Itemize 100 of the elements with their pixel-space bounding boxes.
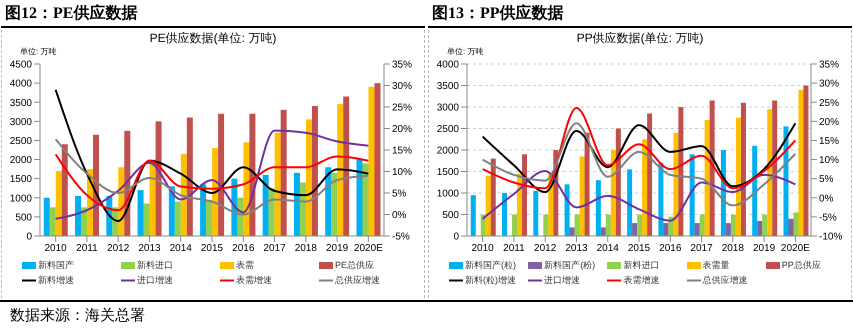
y2-tick-label: 15% <box>392 146 412 157</box>
bar <box>632 223 638 236</box>
y2-tick-label: -5% <box>819 212 837 224</box>
legend-label: 新料国产(粒) <box>465 259 516 272</box>
legend-label: 表需增速 <box>623 274 660 287</box>
bar <box>138 190 144 236</box>
x-tick-label: 2015 <box>628 243 651 254</box>
y2-tick-label: 10% <box>392 167 412 178</box>
y-axis-title: 单位: 万吨 <box>19 46 58 58</box>
bar <box>356 160 362 236</box>
y-tick-label: 3000 <box>10 116 32 128</box>
y-tick-label: 0 <box>26 232 32 243</box>
bar <box>480 214 486 236</box>
bar <box>62 144 68 236</box>
bar <box>678 107 684 236</box>
bar <box>642 139 648 236</box>
y2-tick-label: 10% <box>819 155 840 166</box>
bar <box>274 132 281 236</box>
y2-tick-label: 25% <box>392 102 412 114</box>
x-tick-label: 2015 <box>200 243 224 254</box>
y-axis-title: 单位: 万吨 <box>446 46 484 58</box>
bar <box>637 214 642 236</box>
bar <box>325 167 332 236</box>
bar <box>50 207 56 236</box>
y2-tick-label: 20% <box>392 124 412 136</box>
bar <box>156 121 162 236</box>
bar <box>574 214 580 236</box>
y-tick-label: 500 <box>442 210 460 222</box>
bar <box>564 184 570 236</box>
bar <box>798 90 804 236</box>
bar <box>150 160 156 236</box>
x-tick-label: 2020E <box>354 243 384 254</box>
bar <box>772 100 778 236</box>
y-tick-label: 2000 <box>436 146 460 157</box>
chart-title: 图12：PE供应数据 <box>1 0 425 28</box>
legend-label: 新料国产(粉) <box>544 259 596 272</box>
legend-label: 表需增速 <box>236 274 272 287</box>
bar <box>368 86 374 236</box>
bar <box>757 220 762 236</box>
bar <box>312 106 318 236</box>
bar <box>174 202 181 236</box>
bar <box>793 212 798 236</box>
y2-tick-label: 5% <box>819 174 834 186</box>
y2-tick-label: -10% <box>819 232 842 243</box>
legend-label: 总供应增速 <box>335 274 380 287</box>
y-tick-label: 3000 <box>436 102 460 114</box>
x-tick-label: 2018 <box>722 243 744 254</box>
bar <box>206 200 212 236</box>
bar <box>362 163 368 236</box>
chart-title: 图13：PP供应数据 <box>428 0 852 28</box>
bar <box>710 100 715 236</box>
y-tick-label: 4000 <box>436 60 460 71</box>
y2-tick-label: 0% <box>392 210 407 222</box>
x-tick-label: 2019 <box>752 243 776 254</box>
y-tick-label: 3500 <box>436 81 460 92</box>
bar <box>803 86 808 236</box>
y2-tick-label: 25% <box>819 98 840 109</box>
bar <box>767 109 772 236</box>
bar <box>690 154 695 236</box>
bar <box>44 198 50 236</box>
y-tick-label: 4500 <box>10 60 32 71</box>
bar <box>81 207 88 236</box>
x-tick-label: 2016 <box>232 243 255 254</box>
x-tick-label: 2010 <box>44 243 68 254</box>
bar <box>486 176 491 236</box>
bar <box>627 169 632 236</box>
x-tick-label: 2014 <box>596 243 620 254</box>
y2-tick-label: 35% <box>819 60 840 71</box>
y2-tick-label: -5% <box>392 232 410 243</box>
x-tick-label: 2012 <box>534 243 557 254</box>
y2-tick-label: 0% <box>819 193 834 204</box>
bar <box>533 190 538 236</box>
legend-label: 新料(粒)增速 <box>465 274 516 287</box>
y-tick-label: 1500 <box>436 167 460 178</box>
bar <box>658 162 664 236</box>
bar <box>343 96 350 236</box>
chart-subtitle: PP供应数据(单位: 万吨) <box>576 30 704 46</box>
bar <box>306 119 312 236</box>
bar <box>186 118 193 236</box>
y-tick-label: 500 <box>15 212 32 224</box>
bar <box>673 132 678 236</box>
y-tick-label: 2000 <box>10 155 32 166</box>
bar <box>736 118 741 236</box>
bar <box>730 214 736 236</box>
bar <box>512 214 518 236</box>
chart-subtitle: PE供应数据(单位: 万吨) <box>148 30 278 46</box>
legend-label: 总供应增速 <box>702 274 748 287</box>
bar <box>212 148 218 236</box>
bar <box>262 174 269 236</box>
legend-label: PE总供应 <box>335 259 374 272</box>
bar <box>610 150 616 236</box>
bar <box>218 114 224 236</box>
line-series <box>482 106 796 190</box>
bar <box>694 223 700 236</box>
x-tick-label: 2017 <box>690 243 714 254</box>
y-tick-label: 1000 <box>10 193 32 204</box>
line-series <box>482 122 796 206</box>
y2-tick-label: 30% <box>392 81 412 92</box>
bar <box>374 83 380 236</box>
bar <box>470 195 476 236</box>
